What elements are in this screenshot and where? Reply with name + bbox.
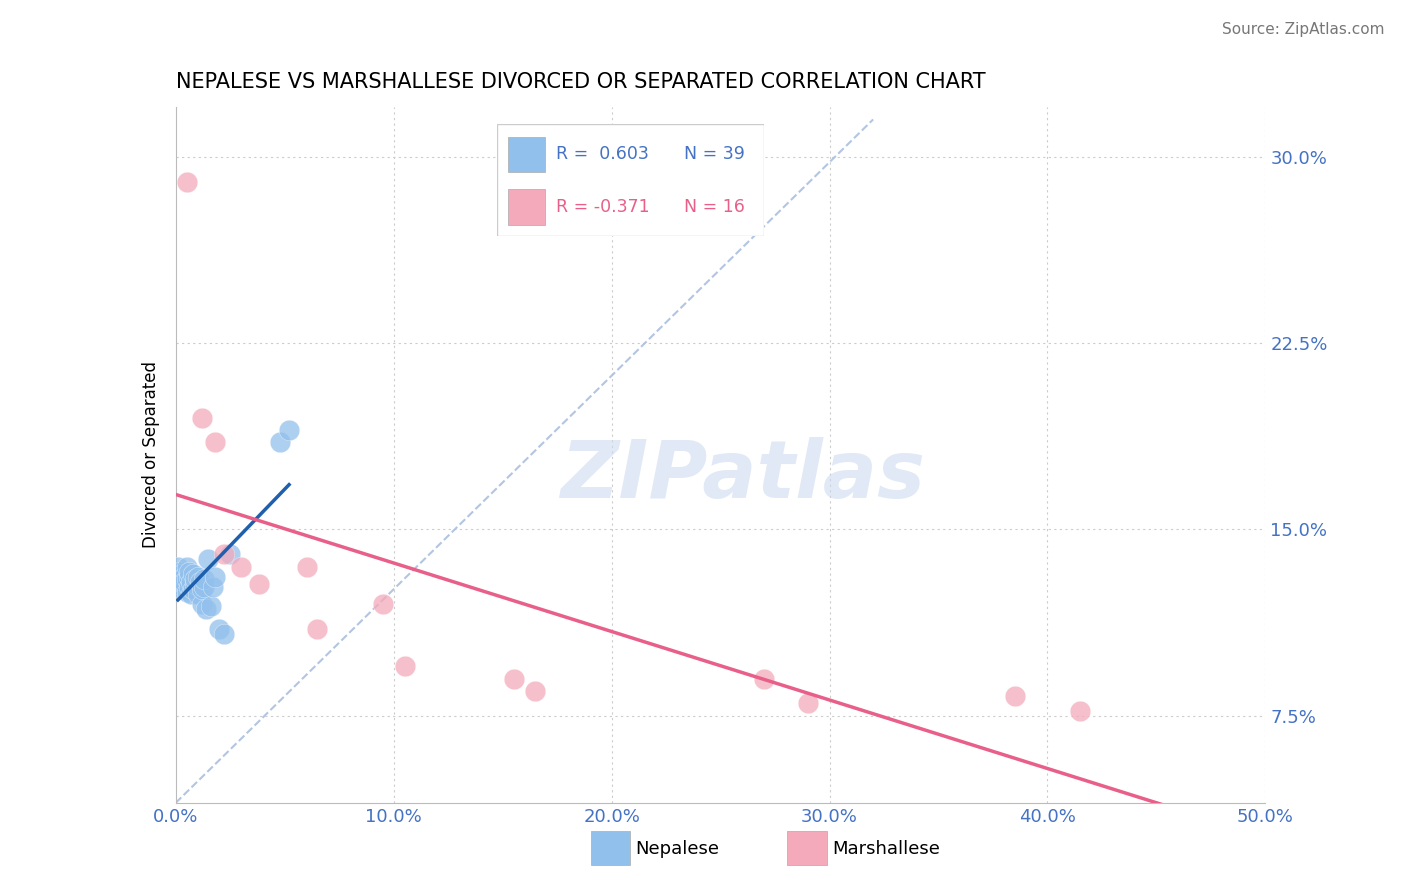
Point — [172, 582, 194, 596]
Point — [502, 672, 524, 686]
Point — [173, 570, 195, 584]
Point — [204, 570, 226, 584]
Point — [191, 410, 214, 425]
Point — [219, 547, 242, 561]
Point — [191, 597, 214, 611]
Point — [172, 567, 194, 582]
Point — [173, 574, 195, 589]
Point — [212, 547, 235, 561]
Point — [524, 684, 547, 698]
Text: Nepalese: Nepalese — [636, 840, 720, 858]
Point — [186, 570, 209, 584]
Point — [193, 572, 215, 586]
Point — [173, 577, 195, 591]
Point — [176, 175, 198, 189]
Point — [180, 587, 202, 601]
Point — [177, 570, 200, 584]
Point — [169, 565, 191, 579]
Text: Source: ZipAtlas.com: Source: ZipAtlas.com — [1222, 22, 1385, 37]
Point — [204, 435, 226, 450]
Point — [191, 582, 214, 596]
Point — [796, 697, 818, 711]
Point — [177, 580, 200, 594]
Text: Marshallese: Marshallese — [832, 840, 941, 858]
Point — [269, 435, 291, 450]
Point — [295, 559, 318, 574]
Point — [188, 574, 211, 589]
Point — [181, 567, 204, 582]
Point — [307, 622, 329, 636]
Point — [200, 599, 222, 614]
Point — [184, 572, 207, 586]
Point — [176, 584, 198, 599]
Point — [184, 577, 207, 591]
Point — [180, 574, 202, 589]
Point — [176, 559, 198, 574]
Point — [1004, 689, 1026, 703]
Point — [371, 597, 394, 611]
Point — [201, 580, 224, 594]
Point — [197, 552, 219, 566]
Point — [177, 565, 200, 579]
Point — [181, 582, 204, 596]
Text: ZIPatlas: ZIPatlas — [560, 437, 925, 515]
Y-axis label: Divorced or Separated: Divorced or Separated — [142, 361, 160, 549]
Point — [169, 577, 191, 591]
Text: NEPALESE VS MARSHALLESE DIVORCED OR SEPARATED CORRELATION CHART: NEPALESE VS MARSHALLESE DIVORCED OR SEPA… — [176, 71, 986, 92]
Point — [176, 572, 198, 586]
Point — [394, 659, 416, 673]
Point — [186, 587, 209, 601]
Point — [754, 672, 776, 686]
Point — [278, 423, 301, 437]
Point — [193, 580, 215, 594]
Point — [167, 559, 190, 574]
Point — [195, 602, 218, 616]
Point — [208, 622, 231, 636]
Point — [172, 572, 194, 586]
Point — [212, 627, 235, 641]
Point — [1069, 704, 1091, 718]
Point — [247, 577, 270, 591]
Point — [167, 572, 190, 586]
Point — [231, 559, 253, 574]
